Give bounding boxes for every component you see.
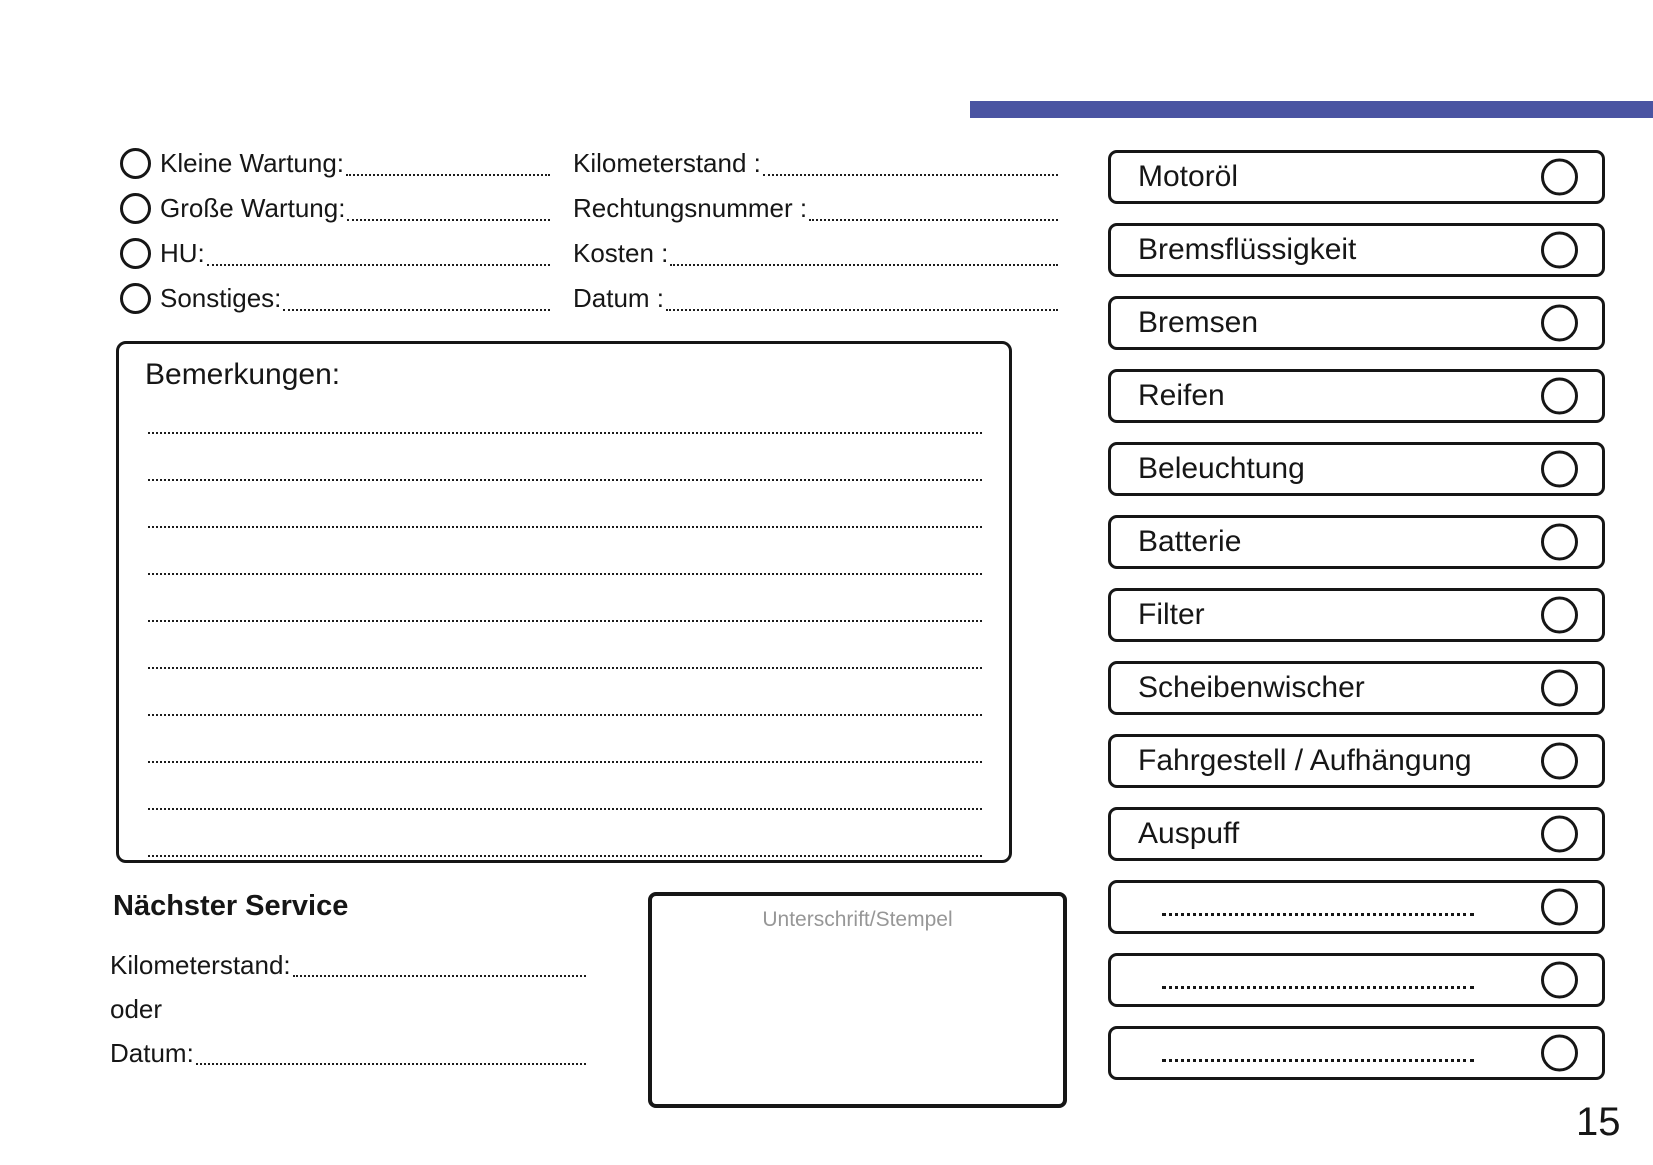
check-circle[interactable] (1541, 450, 1578, 488)
check-circle[interactable] (1541, 1034, 1578, 1072)
checklist-row-filter: Filter (1108, 588, 1605, 642)
signature-stamp-label: Unterschrift/Stempel (762, 908, 953, 931)
header-accent-bar (970, 101, 1653, 118)
check-circle[interactable] (1541, 888, 1578, 926)
check-circle[interactable] (1541, 304, 1578, 342)
checklist-row-fahrgestell-aufhaengung: Fahrgestell / Aufhängung (1108, 734, 1605, 788)
service-type-row-sonstiges: Sonstiges: (120, 282, 550, 315)
write-in-line (1162, 1058, 1474, 1062)
write-in-line (148, 763, 982, 810)
checklist-label: Reifen (1138, 379, 1225, 412)
remarks-box: Bemerkungen: (116, 341, 1012, 863)
field-label: Kilometerstand : (573, 148, 761, 178)
write-in-line (148, 575, 982, 622)
checklist-row-scheibenwischer: Scheibenwischer (1108, 661, 1605, 715)
service-type-label: Kleine Wartung: (160, 148, 345, 178)
checklist-label: Motoröl (1138, 160, 1239, 193)
write-in-line (347, 219, 550, 221)
service-type-list: Kleine Wartung: Große Wartung: HU: Sonst… (120, 147, 550, 315)
check-circle[interactable] (1541, 815, 1578, 853)
checklist-row-beleuchtung: Beleuchtung (1108, 442, 1605, 496)
check-circle[interactable] (1541, 377, 1578, 415)
inspection-checklist: Motoröl Bremsflüssigkeit Bremsen Reifen … (1108, 150, 1605, 1080)
checklist-row-blank-3 (1108, 1026, 1605, 1080)
check-circle[interactable] (1541, 596, 1578, 634)
write-in-line (1162, 912, 1474, 916)
checklist-row-auspuff: Auspuff (1108, 807, 1605, 861)
checklist-row-reifen: Reifen (1108, 369, 1605, 423)
field-label: Datum : (573, 283, 665, 313)
next-service-section: Nächster Service Kilometerstand: oder Da… (110, 889, 586, 1081)
checklist-label: Scheibenwischer (1138, 671, 1365, 704)
checklist-label: Beleuchtung (1138, 452, 1305, 485)
field-row-rechtungsnummer: Rechtungsnummer : (573, 192, 1058, 225)
radio-hu[interactable] (120, 238, 151, 269)
service-type-row-kleine-wartung: Kleine Wartung: (120, 147, 550, 180)
write-in-line (148, 481, 982, 528)
radio-grosse-wartung[interactable] (120, 193, 151, 224)
service-type-label: HU: (160, 238, 205, 268)
checklist-label: Fahrgestell / Aufhängung (1138, 744, 1472, 777)
write-in-line (148, 434, 982, 481)
field-row-kilometerstand: Kilometerstand : (573, 147, 1058, 180)
write-in-line (148, 810, 982, 857)
checklist-row-bremsen: Bremsen (1108, 296, 1605, 350)
write-in-line (670, 264, 1058, 266)
checklist-row-blank-1 (1108, 880, 1605, 934)
field-label: oder (110, 993, 163, 1024)
write-in-line (346, 174, 550, 176)
checklist-label: Filter (1138, 598, 1205, 631)
checklist-row-batterie: Batterie (1108, 515, 1605, 569)
remarks-lines (148, 400, 982, 857)
field-label: Rechtungsnummer : (573, 193, 808, 223)
next-service-row-oder: oder (110, 993, 586, 1025)
write-in-line (148, 669, 982, 716)
radio-kleine-wartung[interactable] (120, 148, 151, 179)
write-in-line (292, 975, 586, 977)
write-in-line (762, 174, 1058, 176)
service-type-label: Große Wartung: (160, 193, 346, 223)
next-service-row-kilometerstand: Kilometerstand: (110, 949, 586, 981)
service-type-row-grosse-wartung: Große Wartung: (120, 192, 550, 225)
field-label: Kosten : (573, 238, 669, 268)
write-in-line (206, 264, 550, 266)
check-circle[interactable] (1541, 231, 1578, 269)
check-circle[interactable] (1541, 523, 1578, 561)
service-type-row-hu: HU: (120, 237, 550, 270)
checklist-row-blank-2 (1108, 953, 1605, 1007)
write-in-line (195, 1063, 586, 1065)
write-in-line (283, 309, 550, 311)
service-type-label: Sonstiges: (160, 283, 282, 313)
checklist-row-bremsfluessigkeit: Bremsflüssigkeit (1108, 223, 1605, 277)
write-in-line (148, 622, 982, 669)
check-circle[interactable] (1541, 742, 1578, 780)
invoice-field-list: Kilometerstand : Rechtungsnummer : Koste… (573, 147, 1058, 315)
check-circle[interactable] (1541, 669, 1578, 707)
field-label: Kilometerstand: (110, 949, 291, 980)
write-in-line (1162, 985, 1474, 989)
write-in-line (809, 219, 1058, 221)
next-service-title: Nächster Service (113, 890, 349, 922)
field-row-kosten: Kosten : (573, 237, 1058, 270)
remarks-title: Bemerkungen: (145, 358, 341, 391)
check-circle[interactable] (1541, 961, 1578, 999)
write-in-line (148, 400, 982, 434)
checklist-label: Auspuff (1138, 817, 1240, 850)
checklist-row-motoroel: Motoröl (1108, 150, 1605, 204)
write-in-line (148, 716, 982, 763)
page-number: 15 (1576, 1100, 1621, 1144)
check-circle[interactable] (1541, 158, 1578, 196)
radio-sonstiges[interactable] (120, 283, 151, 314)
checklist-label: Bremsen (1138, 306, 1259, 339)
next-service-row-datum: Datum: (110, 1037, 586, 1069)
signature-stamp-box: Unterschrift/Stempel (648, 892, 1067, 1108)
write-in-line (666, 309, 1058, 311)
field-row-datum: Datum : (573, 282, 1058, 315)
checklist-label: Batterie (1138, 525, 1242, 558)
field-label: Datum: (110, 1037, 194, 1068)
checklist-label: Bremsflüssigkeit (1138, 233, 1357, 266)
write-in-line (148, 528, 982, 575)
